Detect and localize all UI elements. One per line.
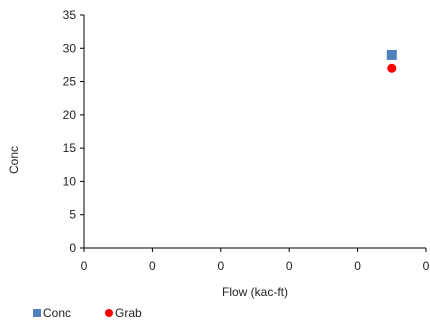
y-tick-label: 10 <box>63 174 77 188</box>
y-tick-label: 25 <box>63 75 77 89</box>
y-tick-label: 5 <box>69 208 76 222</box>
x-axis-ticks: 0 0 0 0 0 0 <box>81 248 430 273</box>
y-tick-label: 20 <box>63 108 77 122</box>
data-markers <box>386 49 397 73</box>
y-tick-label: 0 <box>69 241 76 255</box>
legend-item-grab: Grab <box>105 306 142 320</box>
x-axis-title: Flow (kac-ft) <box>222 285 288 299</box>
legend-marker-conc <box>33 309 41 317</box>
data-point-conc <box>386 49 397 60</box>
x-tick-label: 0 <box>217 259 224 273</box>
legend-item-conc: Conc <box>33 306 71 320</box>
legend-label: Conc <box>43 306 71 320</box>
y-axis-ticks: 0 5 10 15 20 25 30 35 <box>63 8 84 255</box>
legend-label: Grab <box>115 306 142 320</box>
legend-marker-grab <box>105 309 113 317</box>
x-tick-label: 0 <box>286 259 293 273</box>
x-tick-label: 0 <box>81 259 88 273</box>
data-point-grab <box>387 63 397 73</box>
x-tick-label: 0 <box>149 259 156 273</box>
legend: Conc Grab <box>33 306 142 320</box>
x-tick-label: 0 <box>423 259 430 273</box>
y-tick-label: 15 <box>63 141 77 155</box>
x-tick-label: 0 <box>354 259 361 273</box>
y-axis-title: Conc <box>7 146 21 174</box>
y-tick-label: 30 <box>63 41 77 55</box>
y-tick-label: 35 <box>63 8 77 22</box>
